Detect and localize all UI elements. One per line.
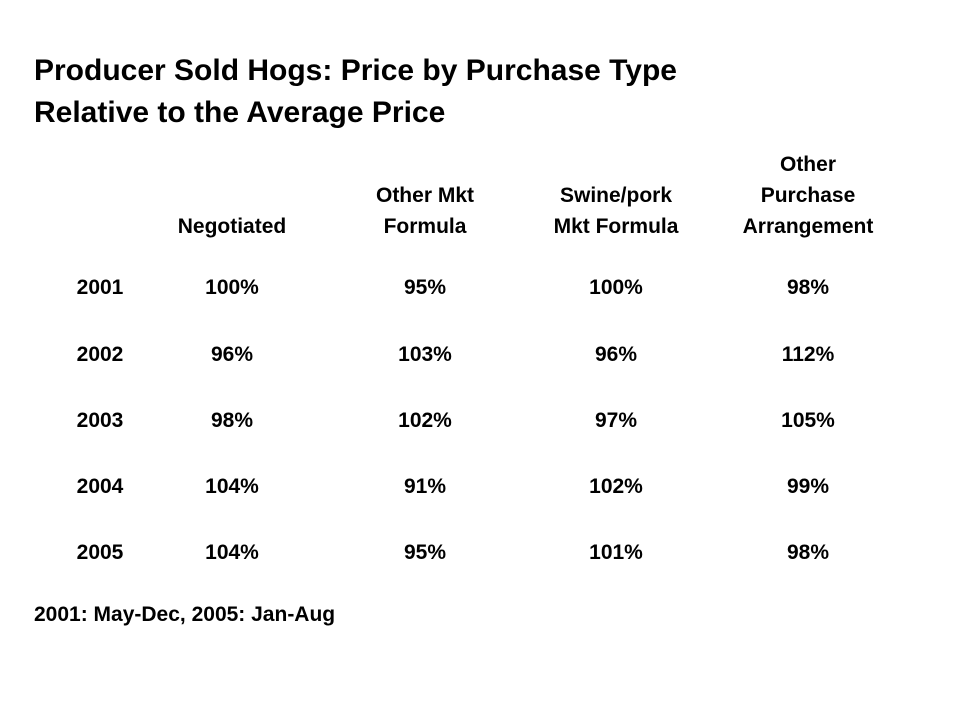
cell-swine-pork-mkt-formula: 97%	[594, 409, 638, 432]
cell-negotiated: 100%	[205, 276, 259, 299]
column-header-line: Other	[779, 153, 836, 176]
cell-other-purchase-arrangement: 99%	[786, 475, 830, 498]
slide-title: Producer Sold Hogs: Price by Purchase Ty…	[34, 50, 934, 134]
cell-swine-pork-mkt-formula: 101%	[589, 541, 643, 564]
cell-other-mkt-formula: 95%	[403, 276, 447, 299]
row-year: 2001	[76, 276, 124, 299]
title-line-2: Relative to the Average Price	[34, 96, 446, 129]
column-header-line: Mkt Formula	[553, 215, 679, 238]
cell-other-purchase-arrangement: 105%	[781, 409, 835, 432]
cell-swine-pork-mkt-formula: 96%	[594, 343, 638, 366]
cell-negotiated: 98%	[210, 409, 254, 432]
cell-negotiated: 96%	[210, 343, 254, 366]
cell-swine-pork-mkt-formula: 102%	[589, 475, 643, 498]
cell-other-mkt-formula: 102%	[398, 409, 452, 432]
column-header-line: Arrangement	[742, 215, 874, 238]
column-header-other-mkt-formula: Other Mkt Formula	[345, 142, 505, 242]
table-row-2005: 2005 104% 95% 101% 98%	[0, 538, 960, 568]
footnote: 2001: May-Dec, 2005: Jan-Aug	[34, 603, 336, 626]
row-year: 2005	[76, 541, 124, 564]
cell-other-mkt-formula: 91%	[403, 475, 447, 498]
table-row-2003: 2003 98% 102% 97% 105%	[0, 406, 960, 436]
column-header-line: Swine/pork	[559, 184, 673, 207]
cell-other-purchase-arrangement: 112%	[781, 343, 835, 366]
column-header-line: Negotiated	[177, 215, 287, 238]
cell-other-purchase-arrangement: 98%	[786, 541, 830, 564]
cell-negotiated: 104%	[205, 475, 259, 498]
cell-negotiated: 104%	[205, 541, 259, 564]
column-header-negotiated: Negotiated	[152, 142, 312, 242]
column-header-swine-pork-mkt-formula: Swine/pork Mkt Formula	[536, 142, 696, 242]
title-line-1: Producer Sold Hogs: Price by Purchase Ty…	[34, 54, 677, 87]
table-row-2002: 2002 96% 103% 96% 112%	[0, 340, 960, 370]
cell-other-purchase-arrangement: 98%	[786, 276, 830, 299]
column-header-line: Formula	[383, 215, 467, 238]
column-header-line: Purchase	[760, 184, 856, 207]
row-year: 2003	[76, 409, 124, 432]
column-header-line: Other Mkt	[375, 184, 474, 207]
row-year: 2004	[76, 475, 124, 498]
table-row-2001: 2001 100% 95% 100% 98%	[0, 273, 960, 303]
table-row-2004: 2004 104% 91% 102% 99%	[0, 472, 960, 502]
row-year: 2002	[76, 343, 124, 366]
cell-other-mkt-formula: 103%	[398, 343, 452, 366]
cell-swine-pork-mkt-formula: 100%	[589, 276, 643, 299]
column-header-other-purchase-arrangement: Other Purchase Arrangement	[718, 142, 898, 242]
cell-other-mkt-formula: 95%	[403, 541, 447, 564]
